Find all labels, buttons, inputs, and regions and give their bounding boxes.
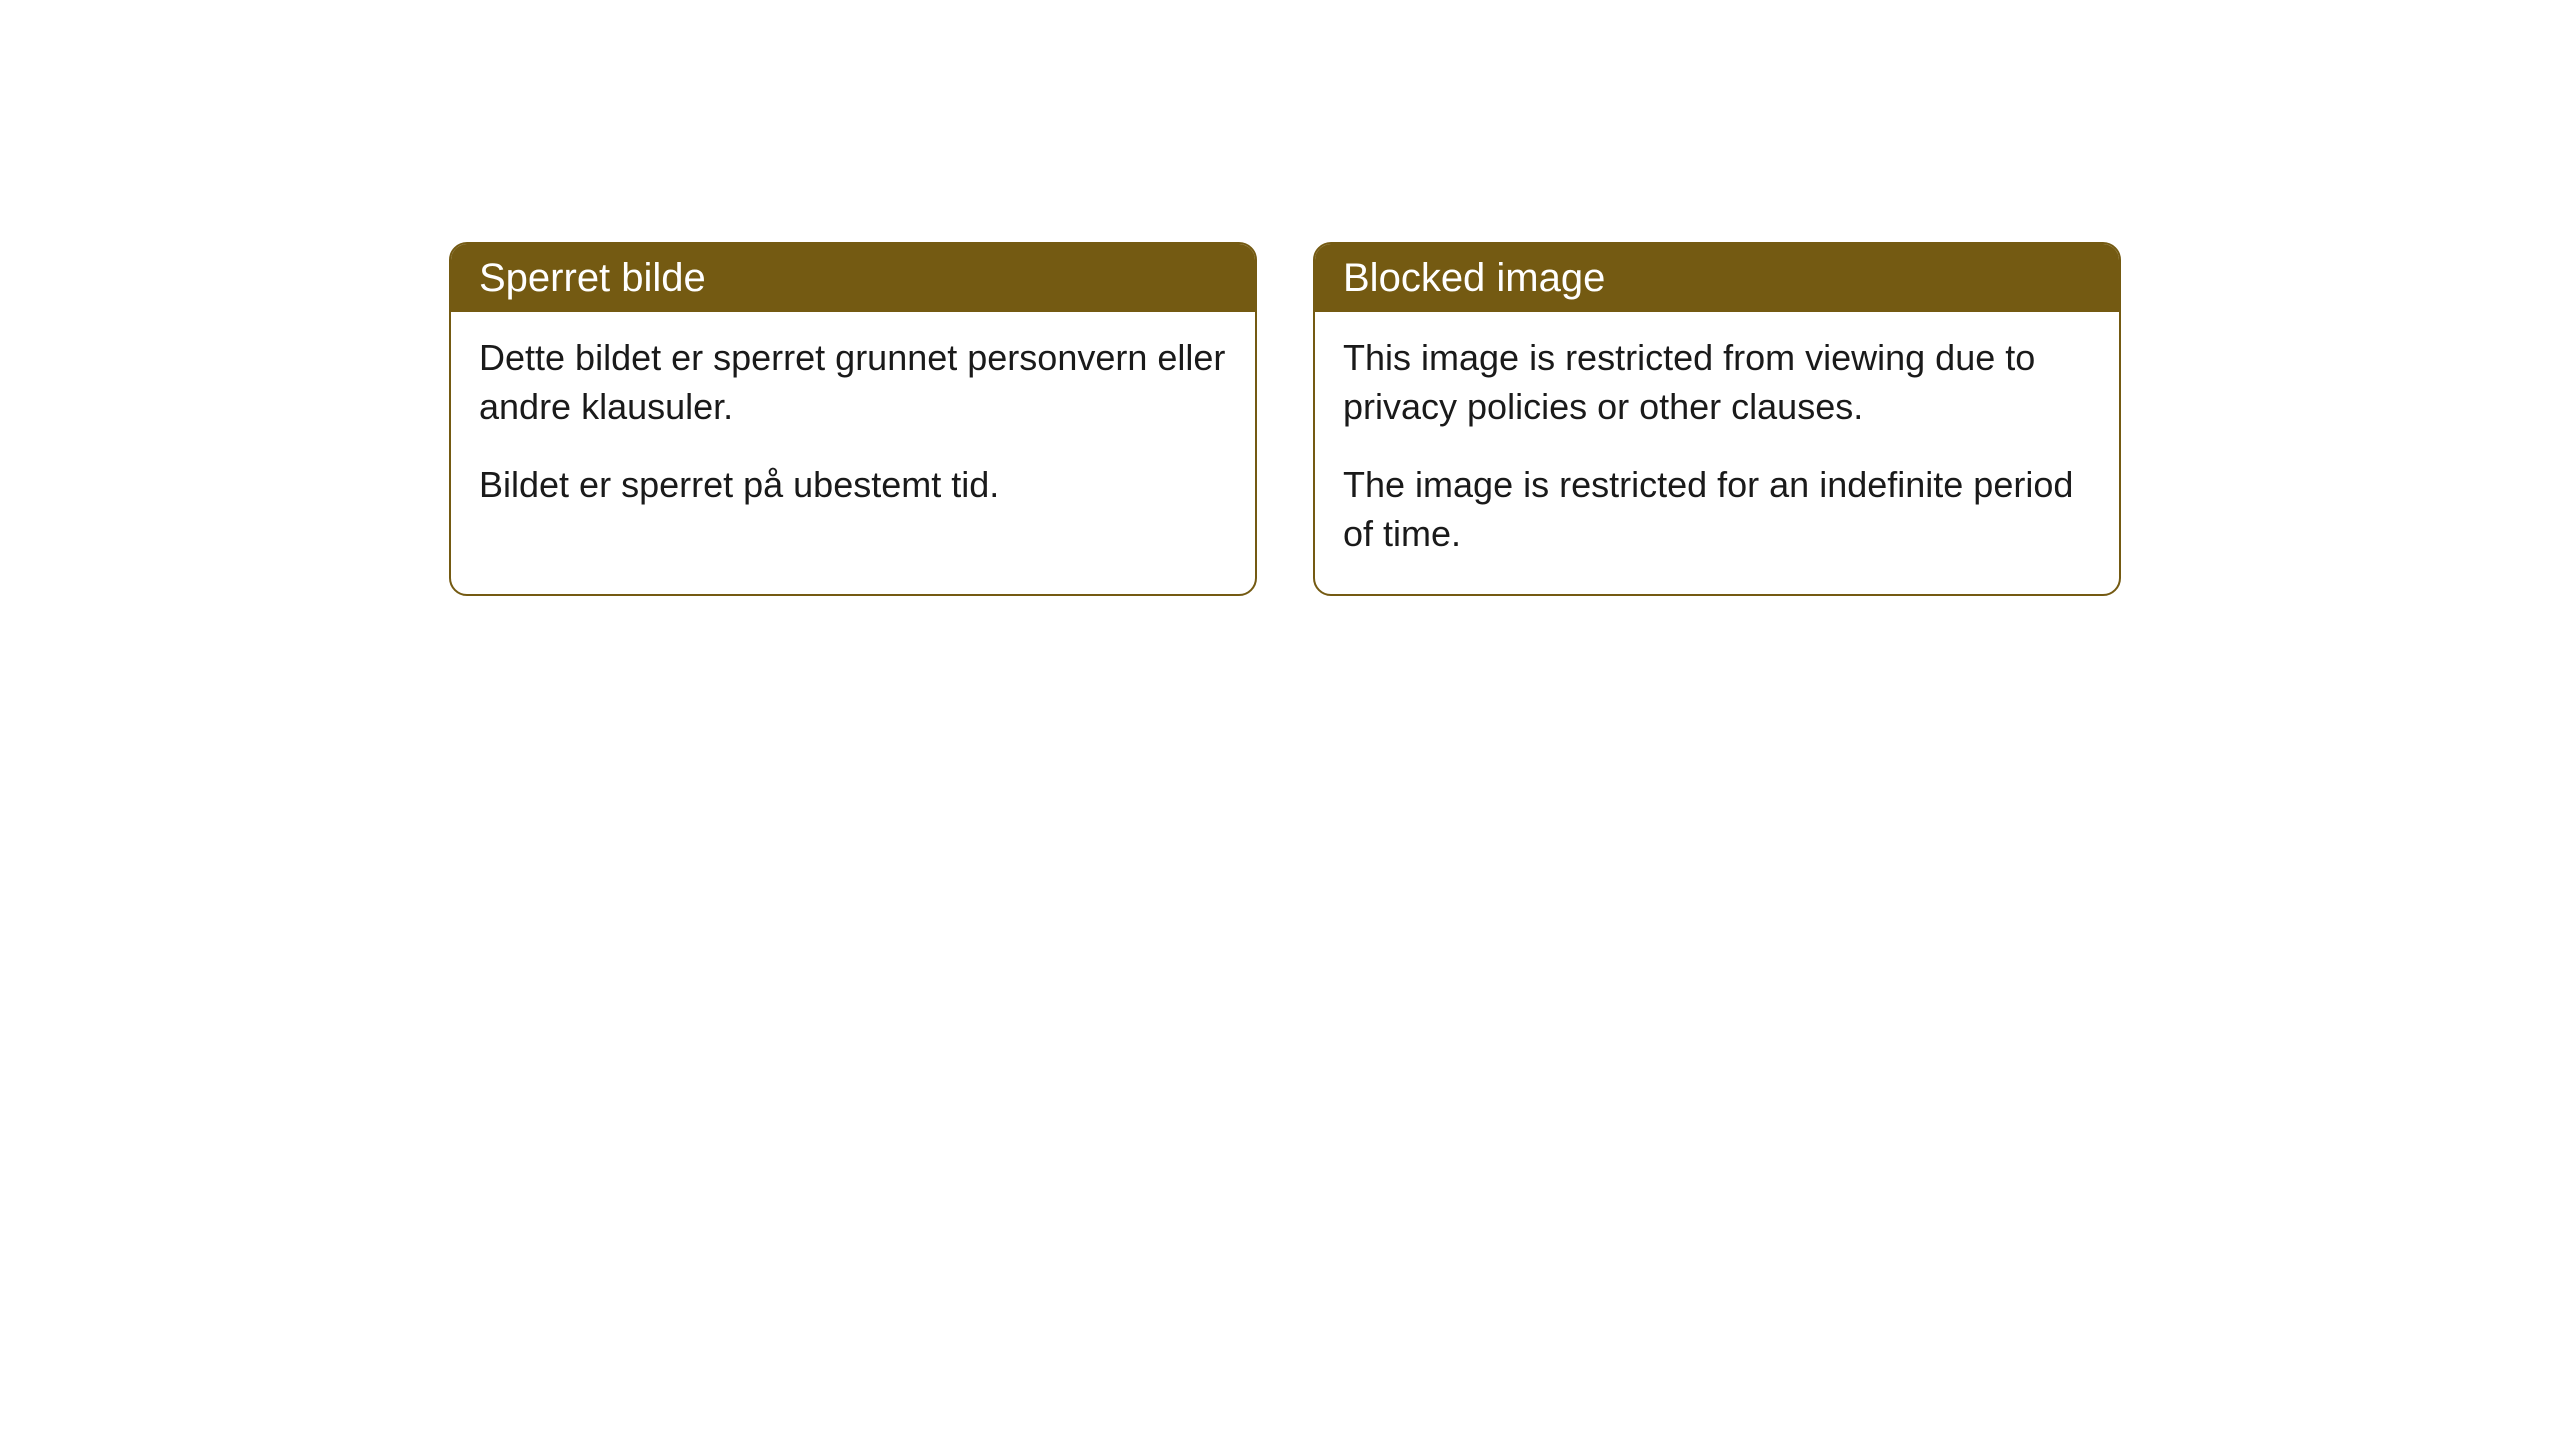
card-paragraph: The image is restricted for an indefinit…	[1343, 461, 2091, 558]
alert-card-english: Blocked image This image is restricted f…	[1313, 242, 2121, 596]
alert-cards-container: Sperret bilde Dette bildet er sperret gr…	[449, 242, 2121, 596]
card-body: This image is restricted from viewing du…	[1315, 312, 2119, 594]
alert-card-norwegian: Sperret bilde Dette bildet er sperret gr…	[449, 242, 1257, 596]
card-paragraph: This image is restricted from viewing du…	[1343, 334, 2091, 431]
card-body: Dette bildet er sperret grunnet personve…	[451, 312, 1255, 546]
card-header: Sperret bilde	[451, 244, 1255, 312]
card-paragraph: Bildet er sperret på ubestemt tid.	[479, 461, 1227, 510]
card-paragraph: Dette bildet er sperret grunnet personve…	[479, 334, 1227, 431]
card-header: Blocked image	[1315, 244, 2119, 312]
